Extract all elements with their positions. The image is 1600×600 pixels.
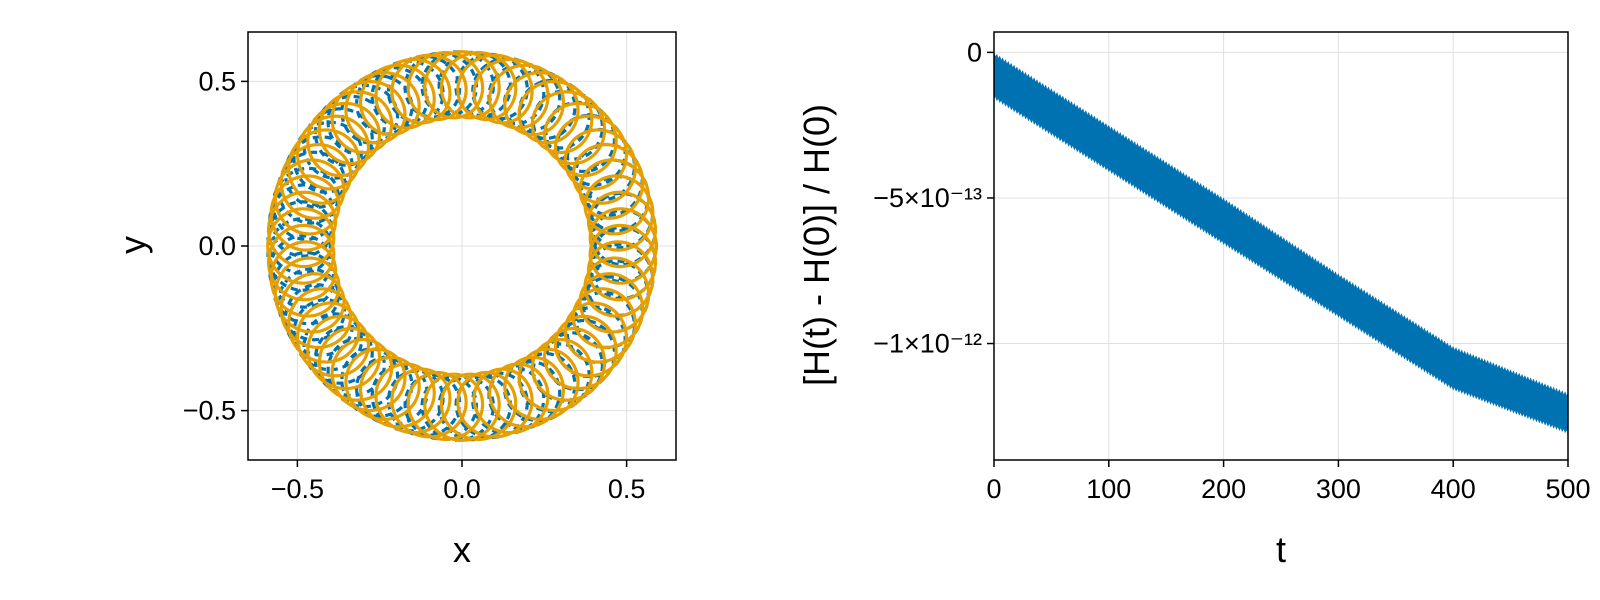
orbit-grid (248, 32, 676, 460)
energy-plot-frame (993, 31, 1569, 461)
energy-x-tick-label: 200 (1201, 474, 1246, 504)
orbit-y-tick-label: 0.0 (198, 231, 236, 261)
orbit-y-tick-label: 0.5 (198, 66, 236, 96)
energy-x-tick-label: 400 (1431, 474, 1476, 504)
energy-y-tick-label: 0 (967, 37, 982, 67)
energy-y-tick-label: −1×10⁻¹² (873, 329, 982, 359)
orbit-x-tick-label: 0.5 (608, 474, 646, 504)
energy-x-tick-label: 300 (1316, 474, 1361, 504)
energy-ticks: 0 100 200 300 400 500 0 −5×10⁻¹³ −1×10⁻¹² (873, 37, 1590, 504)
energy-x-tick-label: 100 (1086, 474, 1131, 504)
energy-x-axis-label: t (1276, 529, 1286, 570)
energy-series (993, 52, 1569, 434)
energy-panel: 0 100 200 300 400 500 0 −5×10⁻¹³ −1×10⁻¹² t [H(t… (796, 31, 1591, 570)
orbit-panel: −0.5 0.0 0.5 −0.5 0.0 0.5 x y (112, 31, 677, 570)
orbit-x-tick-label: 0.0 (443, 474, 481, 504)
orbit-x-tick-label: −0.5 (271, 474, 324, 504)
energy-y-axis-label: [H(t) - H(0)] / H(0) (796, 104, 837, 386)
orbit-y-tick-label: −0.5 (183, 396, 236, 426)
orbit-series-orange (266, 50, 658, 442)
energy-y-tick-label: −5×10⁻¹³ (873, 183, 982, 213)
orbit-y-axis-label: y (112, 236, 153, 254)
energy-x-tick-label: 500 (1545, 474, 1590, 504)
energy-error-band (993, 52, 1569, 434)
energy-x-tick-label: 0 (986, 474, 1001, 504)
orbit-trajectory-orange (266, 50, 658, 442)
orbit-x-axis-label: x (453, 529, 471, 570)
orbit-ticks: −0.5 0.0 0.5 −0.5 0.0 0.5 (183, 66, 646, 504)
